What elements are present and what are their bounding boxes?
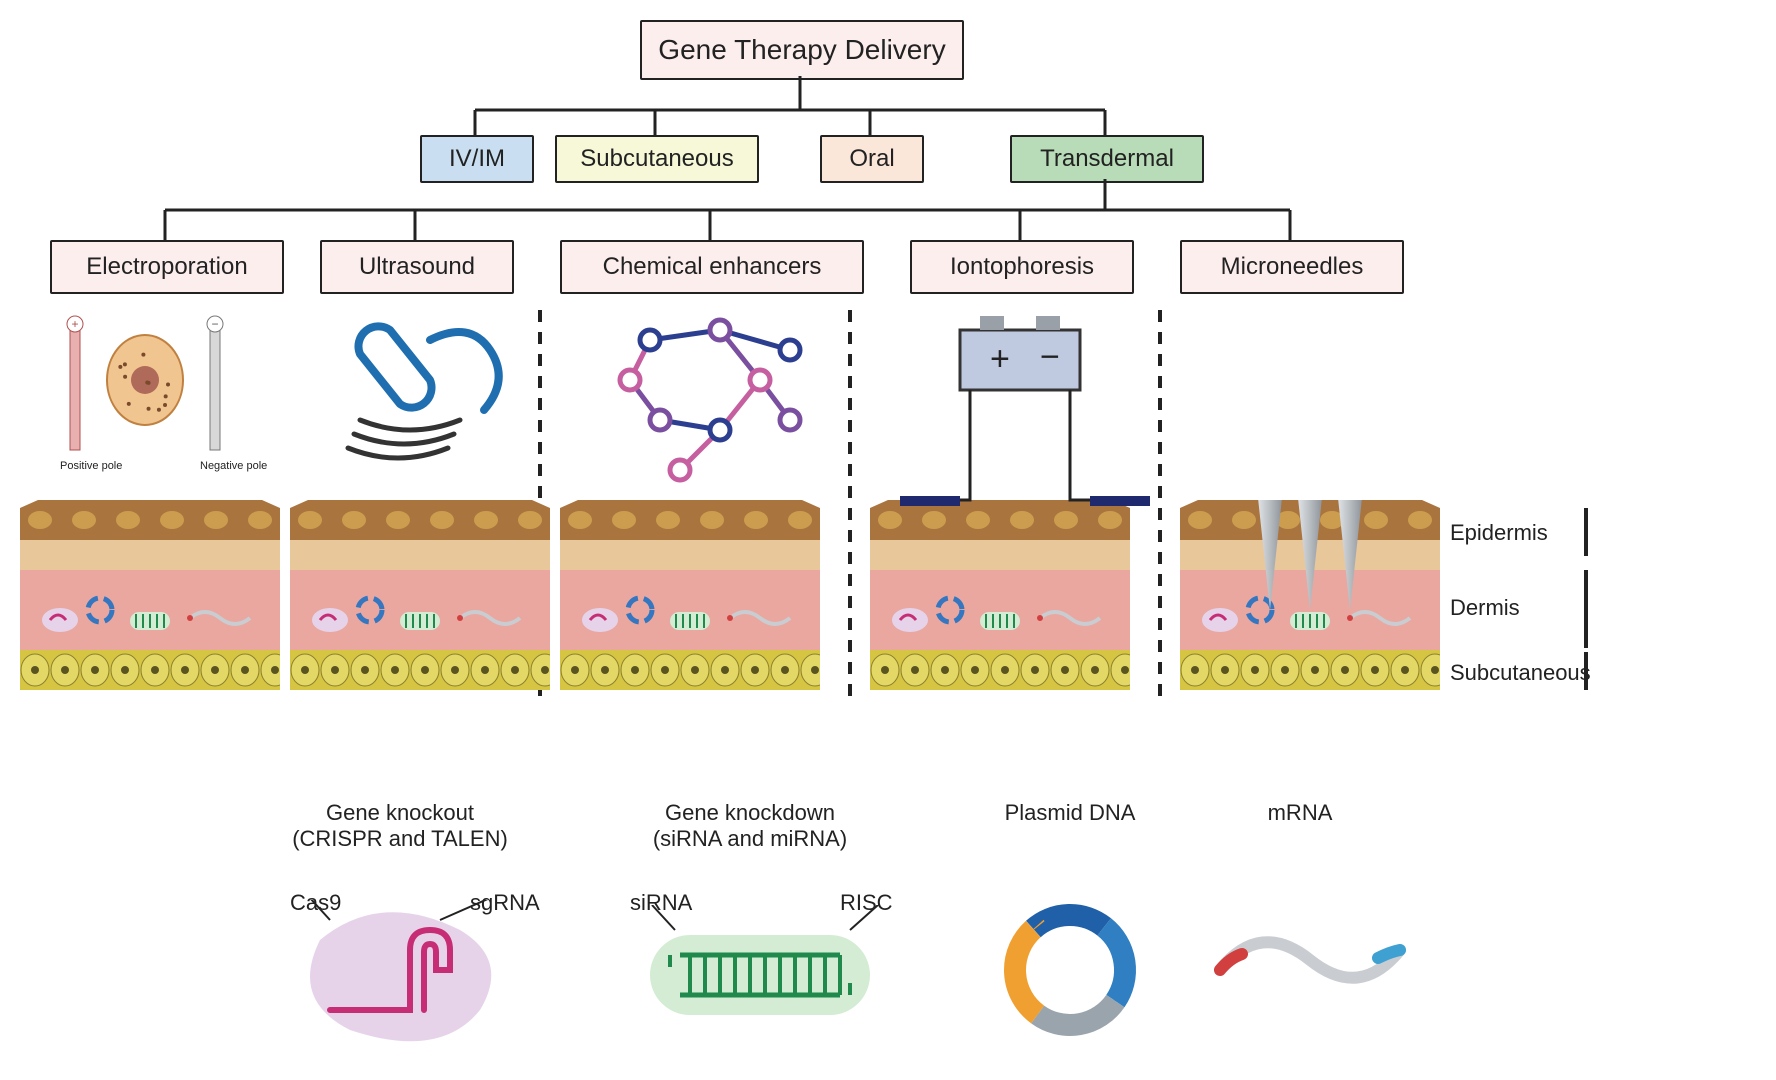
layer-brackets: [1580, 500, 1620, 700]
knockout-subtitle: (CRISPR and TALEN): [292, 826, 508, 852]
svg-text:+: +: [71, 317, 78, 331]
knockdown-icon: [640, 905, 900, 1045]
mrna-title: mRNA: [1268, 800, 1333, 826]
skin-cross-section: [560, 500, 820, 690]
iontophoresis-icon: +−: [890, 310, 1150, 530]
molecule-icon: [610, 310, 830, 490]
svg-text:+: +: [990, 340, 1010, 378]
knockout-icon: [300, 900, 520, 1050]
skin-cross-section: [290, 500, 550, 690]
plasmid-icon: [990, 890, 1150, 1050]
svg-text:−: −: [211, 317, 218, 331]
layer-dermis-label: Dermis: [1450, 595, 1520, 621]
layer-subcutaneous-label: Subcutaneous: [1450, 660, 1591, 686]
knockdown-subtitle: (siRNA and miRNA): [653, 826, 847, 852]
positive-pole-label: Positive pole: [60, 460, 122, 472]
svg-text:−: −: [1040, 338, 1060, 376]
skin-cross-section: [20, 500, 280, 690]
ultrasound-icon: [330, 310, 530, 490]
negative-pole-label: Negative pole: [200, 460, 267, 472]
knockout-title: Gene knockout: [326, 800, 474, 826]
mrna-icon: [1210, 910, 1410, 1030]
knockdown-title: Gene knockdown: [665, 800, 835, 826]
layer-epidermis-label: Epidermis: [1450, 520, 1548, 546]
plasmid-title: Plasmid DNA: [1005, 800, 1136, 826]
skin-cross-section: [1180, 500, 1440, 690]
